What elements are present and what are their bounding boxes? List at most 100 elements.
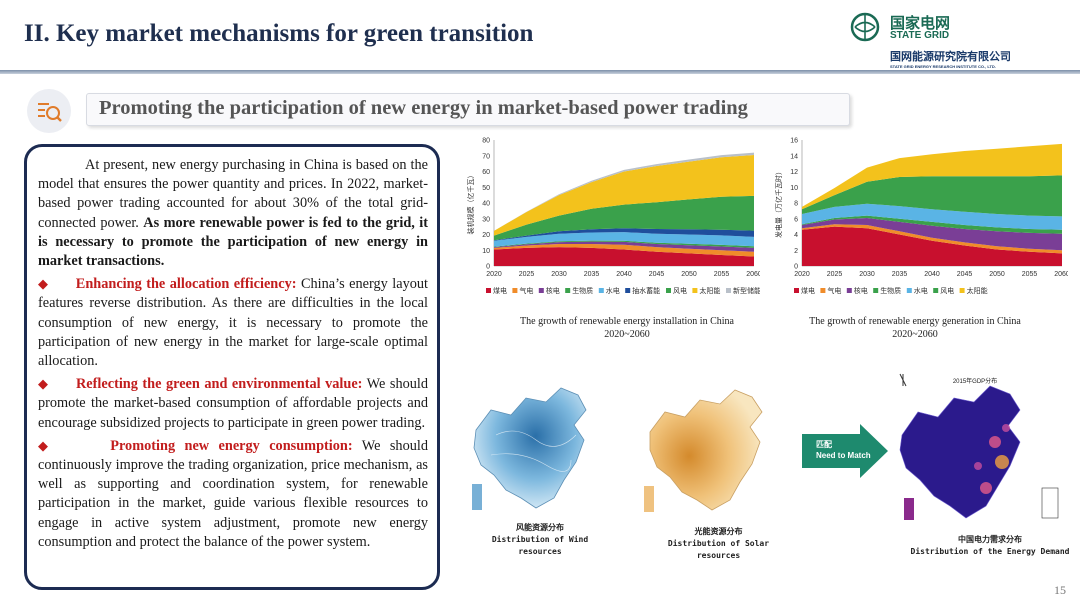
solar-map-caption-en: Distribution of Solar resources — [667, 539, 770, 560]
legend-swatch — [538, 288, 544, 293]
demand-map-caption: 中国电力需求分布 Distribution of the Energy Dema… — [910, 534, 1070, 558]
y-tick-label: 6 — [794, 216, 798, 223]
demand-map-caption-en: Distribution of the Energy Demand — [910, 547, 1070, 556]
legend-label: 生物质 — [572, 286, 593, 295]
solar-map-caption: 光能资源分布 Distribution of Solar resources — [646, 526, 791, 562]
area-series-3 — [494, 240, 754, 248]
y-tick-label: 40 — [482, 201, 490, 208]
legend-label: 生物质 — [880, 286, 901, 295]
y-tick-label: 10 — [482, 248, 490, 255]
legend-label: 煤电 — [801, 286, 815, 295]
list-item-title: Enhancing the allocation efficiency: — [75, 276, 297, 293]
demand-map-caption-cn: 中国电力需求分布 — [958, 535, 1022, 544]
area-series-1 — [802, 224, 1062, 254]
list-item: ◆ Promoting new energy consumption: We s… — [38, 436, 428, 552]
area-series-5 — [494, 228, 754, 241]
legend-swatch — [794, 288, 799, 293]
x-tick-label: 2035 — [584, 271, 600, 278]
y-tick-label: 8 — [794, 201, 798, 208]
y-tick-label: 2 — [794, 248, 798, 255]
area-series-6 — [802, 143, 1062, 210]
slide-title: II. Key market mechanisms for green tran… — [24, 20, 534, 47]
legend-label: 新型储能 — [733, 286, 760, 295]
header-divider — [0, 70, 1080, 74]
area-series-3 — [802, 215, 1062, 234]
area-series-7 — [494, 155, 754, 236]
legend-swatch — [726, 288, 731, 293]
body-text-box: At present, new energy purchasing in Chi… — [24, 144, 440, 590]
section-subtitle-bar: Promoting the participation of new energ… — [86, 93, 850, 126]
legend-swatch — [820, 288, 826, 293]
x-tick-label: 2030 — [551, 271, 567, 278]
y-axis-label: 装机规模（亿千瓦） — [466, 172, 475, 235]
legend-label: 太阳能 — [967, 286, 988, 295]
legend-label: 煤电 — [493, 286, 507, 295]
legend-label: 核电 — [546, 286, 560, 295]
area-series-0 — [494, 247, 754, 266]
x-tick-label: 2055 — [714, 271, 730, 278]
legend-label: 核电 — [854, 286, 868, 295]
y-tick-label: 0 — [486, 264, 490, 271]
state-grid-emblem-icon — [850, 12, 880, 42]
state-grid-logo: 国家电网 STATE GRID 国网能源研究院有限公司 STATE GRID E… — [848, 10, 1040, 72]
area-series-0 — [802, 226, 1062, 266]
x-tick-label: 2050 — [989, 271, 1005, 278]
area-series-5 — [802, 175, 1062, 217]
legend-swatch — [959, 288, 965, 293]
y-tick-label: 50 — [482, 185, 490, 192]
area-series-1 — [494, 244, 754, 257]
y-tick-label: 14 — [790, 153, 798, 160]
list-item-text: We should promote the market-based consu… — [38, 376, 429, 431]
wind-map-caption-cn: 风能资源分布 — [516, 523, 564, 532]
x-tick-label: 2025 — [827, 271, 843, 278]
y-tick-label: 10 — [790, 185, 798, 192]
x-tick-label: 2055 — [1022, 271, 1038, 278]
x-tick-label: 2045 — [649, 271, 665, 278]
x-tick-label: 2040 — [924, 271, 940, 278]
legend-swatch — [666, 288, 671, 293]
legend-swatch — [565, 288, 571, 293]
generation-area-chart: 0 2 4 6 8 10 12 14 16 2020 2025 2030 2035 2040 2045 205… — [774, 138, 1068, 296]
x-tick-label: 2025 — [519, 271, 535, 278]
installation-chart-caption-line2: 2020~2060 — [604, 329, 650, 340]
generation-chart-caption-line2: 2020~2060 — [892, 329, 938, 340]
list-item: ◆ Reflecting the green and environmental… — [38, 374, 428, 433]
y-tick-label: 16 — [790, 138, 798, 145]
page-number: 15 — [1054, 583, 1066, 597]
diamond-bullet-icon: ◆ — [38, 376, 49, 392]
legend-label: 水电 — [914, 286, 928, 295]
y-tick-label: 80 — [482, 138, 490, 145]
y-tick-label: 4 — [794, 232, 798, 239]
legend-label: 气电 — [519, 286, 533, 295]
logo-institute-cn: 国网能源研究院有限公司 — [890, 51, 1011, 63]
logo-cn-name: 国家电网 — [890, 15, 951, 32]
x-tick-label: 2040 — [616, 271, 632, 278]
legend-label: 气电 — [827, 286, 841, 295]
installation-chart-caption-line1: The growth of renewable energy installat… — [520, 316, 734, 327]
legend-swatch — [933, 288, 939, 293]
x-tick-label: 2020 — [794, 271, 810, 278]
y-tick-label: 70 — [482, 153, 490, 160]
solar-resource-map — [644, 389, 763, 512]
y-tick-label: 60 — [482, 169, 490, 176]
x-tick-label: 2035 — [892, 271, 908, 278]
legend-label: 太阳能 — [699, 286, 720, 295]
y-axis-label: 发电量（万亿千瓦时） — [774, 168, 783, 238]
legend-label: 风电 — [940, 286, 954, 295]
wind-map-caption: 风能资源分布 Distribution of Wind resources — [470, 522, 610, 558]
generation-chart-caption: The growth of renewable energy generatio… — [770, 315, 1060, 341]
logo-en-name: STATE GRID — [890, 30, 950, 41]
area-series-4 — [494, 232, 754, 247]
intro-paragraph: At present, new energy purchasing in Chi… — [38, 156, 428, 271]
legend-swatch — [598, 288, 604, 293]
wind-resource-map — [472, 387, 587, 510]
generation-chart-caption-line1: The growth of renewable energy generatio… — [809, 316, 1021, 327]
list-item-title: Reflecting the green and environmental v… — [75, 376, 363, 393]
x-tick-label: 2045 — [957, 271, 973, 278]
legend-swatch — [625, 288, 631, 293]
arrow-label-en: Need to Match — [816, 451, 871, 460]
arrow-label-cn: 匹配 — [816, 440, 832, 449]
solar-map-caption-cn: 光能资源分布 — [694, 527, 743, 536]
area-series-2 — [802, 218, 1062, 251]
